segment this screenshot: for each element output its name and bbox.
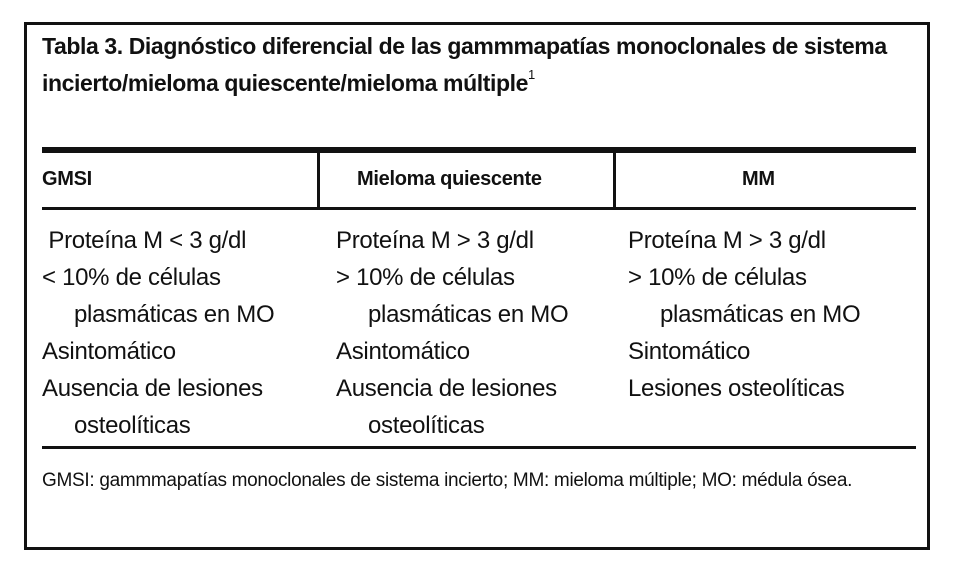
header-bottom-rule (42, 207, 916, 210)
table-title: Tabla 3. Diagnóstico diferencial de las … (42, 28, 902, 102)
cell-line: > 10% de células (628, 264, 807, 291)
header-top-rule (42, 147, 916, 153)
footnote: GMSI: gammmapatías monoclonales de siste… (42, 470, 853, 491)
title-reference: 1 (528, 67, 535, 82)
column-mieloma-quiescente: Proteína M > 3 g/dl > 10% de células plasm… (336, 222, 569, 444)
cell-line: Proteína M < 3 g/dl (42, 227, 247, 254)
header-mieloma-quiescente: Mieloma quiescente (357, 168, 542, 190)
header-divider-2 (613, 153, 616, 208)
header-mm: MM (742, 168, 775, 190)
column-gmsi: Proteína M < 3 g/dl < 10% de células plasm… (42, 222, 275, 444)
cell-line: Ausencia de lesiones (42, 375, 263, 402)
title-text: Tabla 3. Diagnóstico diferencial de las … (42, 33, 887, 96)
cell-line: osteolíticas (74, 412, 191, 439)
table-bottom-rule (42, 446, 916, 449)
cell-line: Asintomático (336, 338, 470, 365)
cell-line: < 10% de células (42, 264, 221, 291)
header-divider-1 (317, 153, 320, 208)
cell-line: plasmáticas en MO (368, 301, 569, 328)
table-frame (24, 22, 930, 550)
column-mm: Proteína M > 3 g/dl > 10% de células plasm… (628, 222, 861, 407)
cell-line: Lesiones osteolíticas (628, 375, 845, 402)
cell-line: osteolíticas (368, 412, 485, 439)
cell-line: Proteína M > 3 g/dl (628, 227, 826, 254)
cell-line: Asintomático (42, 338, 176, 365)
cell-line: plasmáticas en MO (74, 301, 275, 328)
cell-line: Ausencia de lesiones (336, 375, 557, 402)
cell-line: > 10% de células (336, 264, 515, 291)
header-gmsi: GMSI (42, 168, 92, 190)
cell-line: Proteína M > 3 g/dl (336, 227, 534, 254)
cell-line: Sintomático (628, 338, 751, 365)
cell-line: plasmáticas en MO (660, 301, 861, 328)
